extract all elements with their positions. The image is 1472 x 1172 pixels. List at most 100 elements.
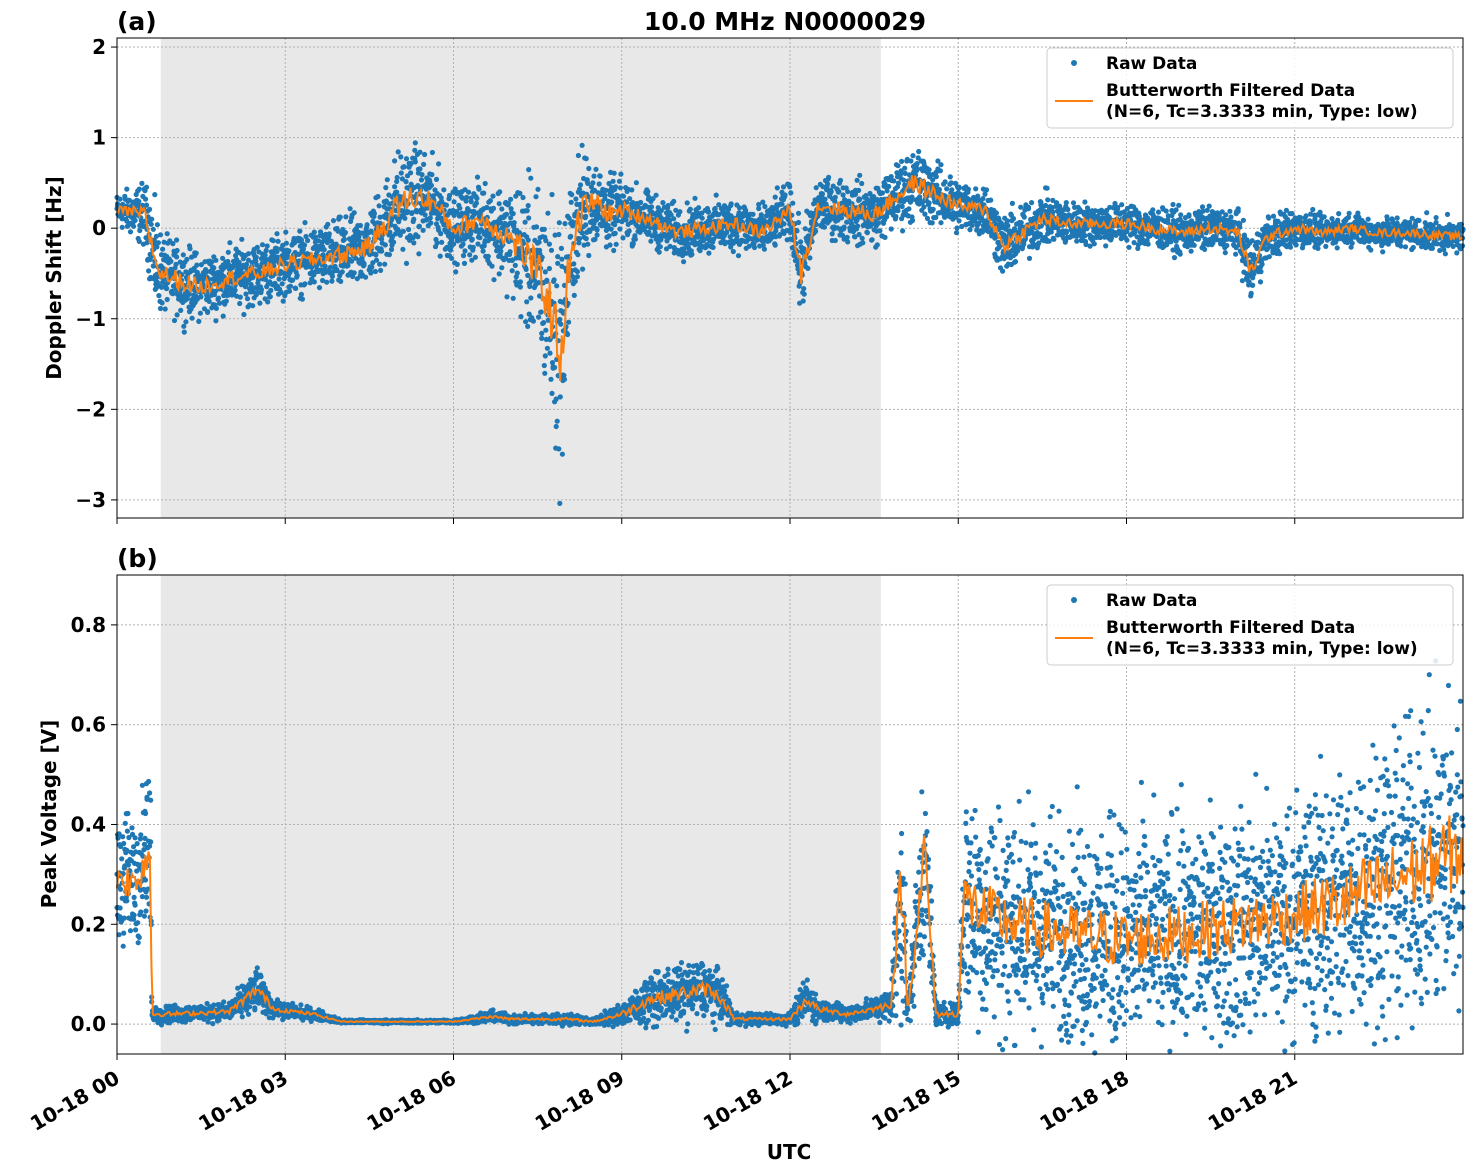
raw-data-point bbox=[461, 260, 468, 266]
raw-data-point bbox=[411, 240, 417, 246]
raw-data-point bbox=[517, 190, 523, 196]
raw-data-point bbox=[276, 276, 282, 282]
raw-data-point bbox=[253, 254, 259, 260]
raw-data-point bbox=[339, 269, 345, 275]
raw-data-point bbox=[1257, 279, 1264, 285]
raw-data-point bbox=[1065, 206, 1071, 213]
raw-data-point bbox=[1064, 228, 1070, 234]
raw-data-point bbox=[556, 220, 562, 226]
raw-data-point bbox=[170, 291, 176, 297]
raw-data-point bbox=[859, 235, 865, 241]
raw-data-point bbox=[1293, 242, 1299, 248]
raw-data-point bbox=[547, 350, 553, 356]
raw-data-point bbox=[813, 228, 819, 234]
raw-data-point bbox=[734, 233, 740, 239]
raw-data-point bbox=[297, 228, 303, 234]
raw-data-point bbox=[275, 238, 281, 244]
raw-data-point bbox=[556, 446, 562, 452]
raw-data-point bbox=[485, 253, 491, 259]
raw-data-point bbox=[591, 173, 597, 179]
raw-data-point bbox=[736, 205, 743, 211]
raw-data-point bbox=[1045, 197, 1051, 203]
raw-data-point bbox=[523, 319, 529, 325]
raw-data-point bbox=[1171, 255, 1178, 261]
raw-data-point bbox=[565, 331, 571, 338]
raw-data-point bbox=[147, 206, 153, 212]
raw-data-point bbox=[268, 287, 274, 293]
raw-data-point bbox=[1091, 241, 1097, 247]
raw-data-point bbox=[417, 166, 423, 172]
raw-data-point bbox=[1021, 214, 1027, 220]
raw-data-point bbox=[174, 312, 180, 318]
raw-data-point bbox=[713, 192, 719, 198]
raw-data-point bbox=[620, 235, 626, 241]
raw-data-point bbox=[541, 320, 547, 326]
raw-data-point bbox=[845, 239, 851, 245]
raw-data-point bbox=[648, 238, 654, 244]
raw-data-point bbox=[196, 318, 202, 324]
raw-data-point bbox=[855, 223, 861, 229]
raw-data-point bbox=[826, 174, 832, 180]
raw-data-point bbox=[524, 299, 530, 305]
raw-data-point bbox=[509, 268, 515, 274]
raw-data-point bbox=[559, 256, 565, 262]
raw-data-point bbox=[428, 182, 434, 188]
raw-data-point bbox=[772, 242, 778, 248]
raw-data-point bbox=[638, 199, 644, 206]
raw-data-point bbox=[428, 220, 434, 226]
raw-data-point bbox=[311, 279, 317, 285]
raw-data-point bbox=[1349, 240, 1355, 246]
raw-data-point bbox=[267, 294, 273, 300]
raw-data-point bbox=[187, 246, 193, 252]
raw-data-point bbox=[633, 180, 640, 186]
raw-data-point bbox=[1044, 185, 1050, 191]
raw-data-point bbox=[143, 184, 150, 190]
raw-data-point bbox=[173, 261, 179, 267]
raw-data-point bbox=[412, 159, 418, 165]
raw-data-point bbox=[1119, 202, 1125, 208]
raw-data-point bbox=[1018, 204, 1024, 210]
raw-data-point bbox=[395, 149, 401, 155]
raw-data-point bbox=[535, 186, 541, 192]
raw-data-point bbox=[895, 163, 901, 169]
raw-data-point bbox=[593, 166, 599, 172]
raw-data-point bbox=[1259, 261, 1265, 267]
raw-data-point bbox=[117, 196, 123, 202]
raw-data-point bbox=[1170, 201, 1176, 208]
raw-data-point bbox=[174, 247, 180, 254]
raw-data-point bbox=[243, 261, 250, 268]
raw-data-point bbox=[609, 199, 615, 205]
raw-data-point bbox=[193, 250, 199, 256]
raw-data-point bbox=[1368, 247, 1374, 253]
raw-data-point bbox=[579, 142, 585, 148]
raw-data-point bbox=[1063, 200, 1069, 206]
raw-data-point bbox=[250, 303, 256, 309]
raw-data-point bbox=[401, 164, 407, 170]
raw-data-point bbox=[262, 252, 268, 258]
raw-data-point bbox=[215, 295, 222, 301]
raw-data-point bbox=[562, 221, 568, 227]
raw-data-point bbox=[1155, 209, 1162, 215]
raw-data-point bbox=[947, 174, 953, 180]
raw-data-point bbox=[1012, 259, 1019, 265]
raw-data-point bbox=[1224, 242, 1230, 249]
raw-data-point bbox=[1289, 211, 1295, 217]
raw-data-point bbox=[541, 362, 547, 369]
raw-data-point bbox=[788, 190, 794, 196]
raw-data-point bbox=[543, 327, 549, 333]
raw-data-point bbox=[357, 222, 363, 229]
raw-data-point bbox=[824, 181, 831, 187]
raw-data-point bbox=[1082, 199, 1088, 205]
raw-data-point bbox=[533, 194, 539, 200]
raw-data-point bbox=[466, 189, 472, 195]
raw-data-point bbox=[594, 232, 600, 238]
raw-data-point bbox=[127, 229, 134, 235]
raw-data-point bbox=[1250, 282, 1256, 288]
raw-data-point bbox=[1251, 271, 1257, 277]
raw-data-point bbox=[684, 200, 690, 206]
raw-data-point bbox=[888, 226, 894, 232]
raw-data-point bbox=[1241, 232, 1247, 238]
raw-data-point bbox=[728, 201, 734, 207]
raw-data-point bbox=[1334, 245, 1340, 251]
raw-data-point bbox=[150, 226, 156, 232]
